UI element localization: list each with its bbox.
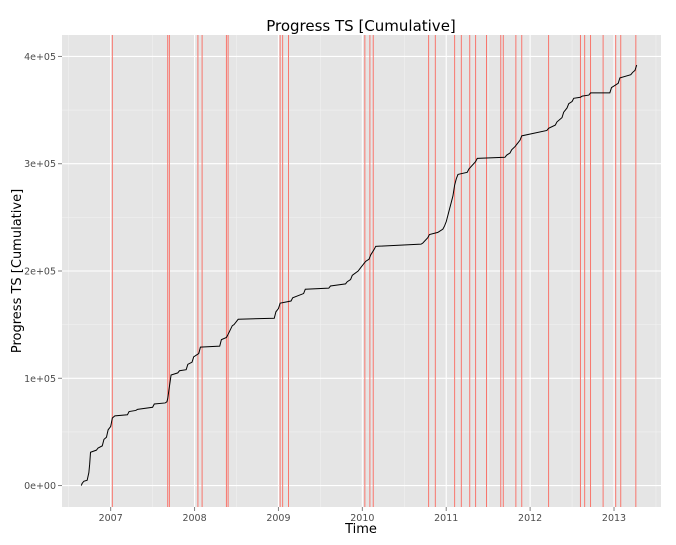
- chart-title: Progress TS [Cumulative]: [266, 17, 456, 35]
- x-axis-title: Time: [344, 522, 377, 537]
- x-tick-label: 2008: [182, 513, 206, 524]
- x-axis-ticks: 2007 2008 2009 2010 2011 2012 2013: [99, 507, 626, 524]
- x-tick-label: 2009: [266, 513, 290, 524]
- y-tick-label: 3e+05: [24, 159, 56, 170]
- cumulative-progress-line: [80, 64, 638, 486]
- y-axis-title: Progress TS [Cumulative]: [10, 189, 25, 353]
- x-tick-label: 2007: [99, 513, 123, 524]
- y-tick-label: 2e+05: [24, 267, 56, 278]
- x-tick-label: 2013: [602, 513, 626, 524]
- x-tick-label: 2010: [350, 513, 374, 524]
- event-lines: [111, 35, 637, 507]
- x-tick-label: 2011: [434, 513, 458, 524]
- grid-major: [62, 35, 661, 507]
- y-axis-ticks: 0e+00 1e+05 2e+05 3e+05 4e+05: [24, 52, 62, 492]
- y-tick-label: 0e+00: [24, 481, 56, 492]
- y-tick-label: 4e+05: [24, 52, 56, 63]
- x-tick-label: 2012: [518, 513, 542, 524]
- y-tick-label: 1e+05: [24, 374, 56, 385]
